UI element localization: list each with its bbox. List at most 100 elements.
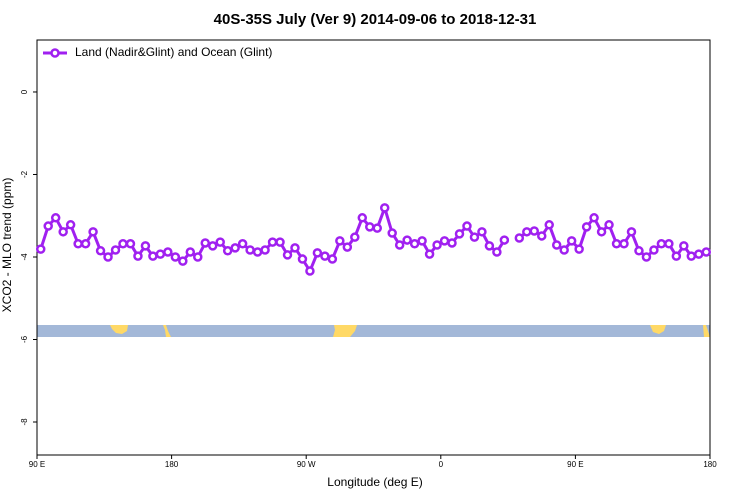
data-point xyxy=(327,254,338,264)
data-point xyxy=(290,243,300,253)
data-point xyxy=(58,227,68,237)
data-point xyxy=(155,249,166,259)
data-point xyxy=(477,227,487,237)
data-point xyxy=(320,251,330,261)
data-point xyxy=(140,241,151,251)
data-point xyxy=(462,221,472,231)
data-point xyxy=(664,239,674,249)
y-tick-label: 0 xyxy=(20,89,29,94)
x-tick-label: 90 W xyxy=(297,460,316,469)
data-point xyxy=(207,241,218,251)
data-point xyxy=(170,252,181,262)
land xyxy=(703,325,710,337)
data-point xyxy=(35,244,46,254)
data-point xyxy=(73,239,83,249)
data-point xyxy=(454,229,465,239)
data-point xyxy=(529,226,540,236)
data-point xyxy=(163,247,173,257)
y-axis-label: XCO2 - MLO trend (ppm) xyxy=(0,178,14,313)
data-point xyxy=(133,251,143,261)
data-point xyxy=(679,241,689,251)
data-point xyxy=(432,240,442,250)
land xyxy=(333,325,357,337)
land xyxy=(163,325,171,337)
x-tick-label: 180 xyxy=(165,460,179,469)
data-point xyxy=(193,252,203,262)
x-tick-label: 90 E xyxy=(29,460,45,469)
data-point xyxy=(439,236,450,246)
y-tick-label: -8 xyxy=(20,418,29,426)
data-point xyxy=(641,252,652,262)
data-point xyxy=(88,227,98,237)
x-tick-label: 0 xyxy=(439,460,444,469)
data-point xyxy=(499,235,510,245)
data-point xyxy=(305,266,315,276)
data-point xyxy=(312,248,323,258)
data-point xyxy=(626,227,637,237)
legend-label: Land (Nadir&Glint) and Ocean (Glint) xyxy=(75,45,272,59)
data-point xyxy=(200,238,210,248)
data-point xyxy=(589,213,599,223)
data-point xyxy=(372,223,382,233)
data-point xyxy=(178,256,188,266)
data-point xyxy=(110,245,121,255)
data-point xyxy=(245,245,255,255)
data-point xyxy=(342,242,353,252)
x-axis-label: Longitude (deg E) xyxy=(327,475,422,489)
land xyxy=(110,325,128,334)
data-point xyxy=(447,238,457,248)
data-point xyxy=(394,240,405,250)
data-point xyxy=(252,247,263,257)
data-point xyxy=(484,241,495,251)
data-point xyxy=(492,247,502,257)
data-point xyxy=(275,237,285,247)
data-point xyxy=(43,221,53,231)
data-point xyxy=(417,236,427,246)
plot-frame xyxy=(36,39,711,456)
land xyxy=(650,325,666,334)
data-point xyxy=(103,252,113,262)
data-point xyxy=(701,247,712,257)
y-tick-label: -6 xyxy=(20,335,29,343)
data-point xyxy=(559,245,569,255)
y-tick-label: -4 xyxy=(20,253,29,261)
data-point xyxy=(424,249,435,259)
data-point xyxy=(694,249,704,259)
data-point xyxy=(469,232,480,242)
data-point xyxy=(619,239,629,249)
data-point xyxy=(379,203,390,213)
data-point xyxy=(282,250,293,260)
data-point xyxy=(125,239,136,249)
data-point xyxy=(656,239,667,249)
x-tick-label: 180 xyxy=(703,460,717,469)
data-point xyxy=(297,254,308,264)
data-point xyxy=(118,239,128,249)
data-point xyxy=(365,222,375,232)
data-point xyxy=(551,240,562,250)
x-tick-label: 90 E xyxy=(567,460,583,469)
map-strip xyxy=(37,325,710,337)
data-point xyxy=(95,246,106,256)
y-tick-label: -2 xyxy=(20,170,29,178)
data-point xyxy=(671,251,682,261)
data-point xyxy=(537,231,547,241)
data-point xyxy=(634,246,644,256)
series-line xyxy=(39,203,707,275)
data-point xyxy=(260,245,270,255)
data-point xyxy=(387,228,397,238)
data-point xyxy=(357,213,368,223)
data-point xyxy=(148,251,158,261)
data-point xyxy=(686,251,697,261)
data-point xyxy=(80,239,91,249)
data-point xyxy=(230,243,240,253)
ocean-strip xyxy=(37,325,710,337)
data-point xyxy=(604,220,614,230)
chart-title: 40S-35S July (Ver 9) 2014-09-06 to 2018-… xyxy=(214,11,537,28)
data-point xyxy=(222,246,233,256)
data-point xyxy=(581,222,592,232)
legend-marker xyxy=(50,48,60,58)
data-point xyxy=(185,247,196,257)
data-point xyxy=(350,232,360,242)
data-point xyxy=(544,220,554,230)
